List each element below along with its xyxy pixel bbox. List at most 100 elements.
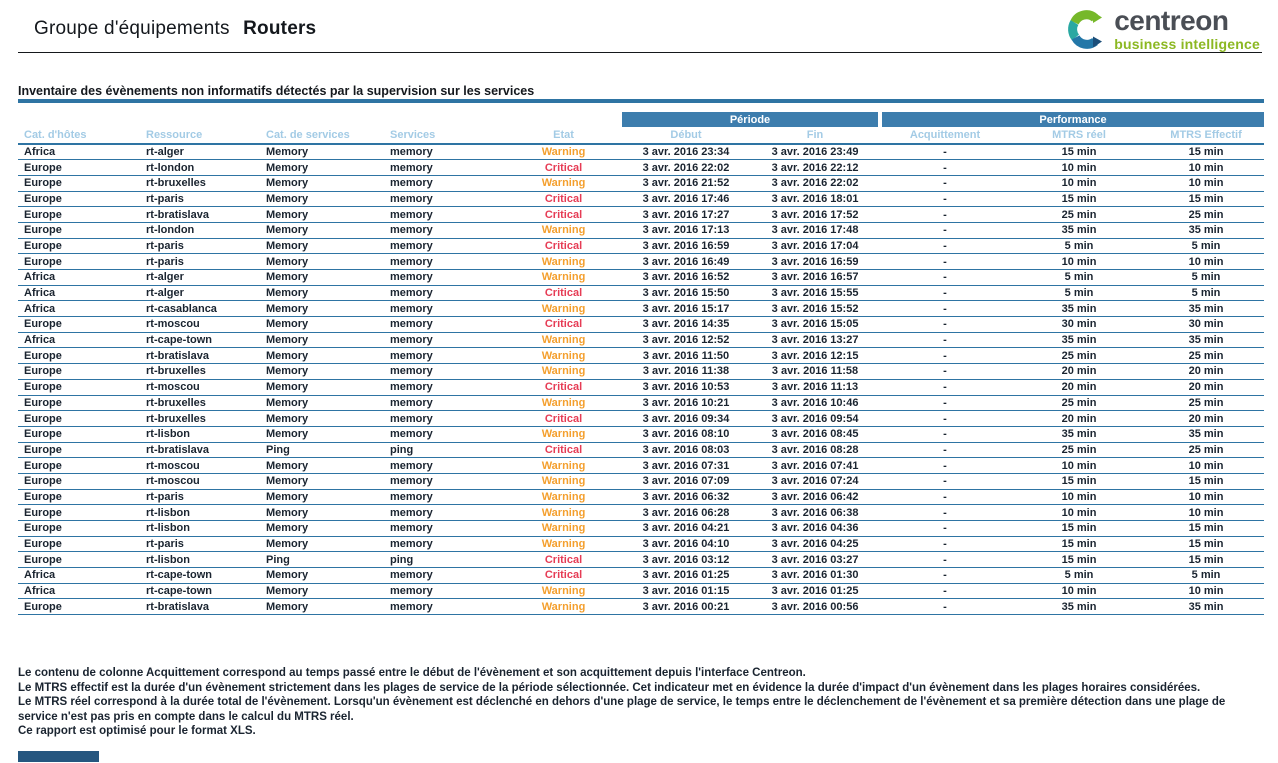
- table-row: Europe rt-bratislava Memory memory Warning 3 …: [18, 598, 1265, 616]
- cell-service: memory: [384, 473, 505, 490]
- cell-end: 3 avr. 2016 17:52: [750, 206, 881, 223]
- cell-start: 3 avr. 2016 04:10: [622, 536, 750, 553]
- cell-end: 3 avr. 2016 22:12: [750, 159, 881, 176]
- table-row: Europe rt-bruxelles Memory memory Warning 3 a…: [18, 175, 1265, 192]
- cell-resource: rt-bratislava: [140, 347, 260, 365]
- cell-service-category: Memory: [260, 395, 384, 412]
- cell-mtrs-real: 10 min: [1010, 489, 1149, 506]
- cell-mtrs-real: 15 min: [1010, 144, 1149, 161]
- cell-service: ping: [384, 551, 505, 569]
- cell-resource: rt-moscou: [140, 316, 260, 333]
- cell-start: 3 avr. 2016 01:25: [622, 567, 750, 584]
- cell-service-category: Memory: [260, 489, 384, 506]
- cell-mtrs-effective: 35 min: [1148, 222, 1265, 239]
- cell-end: 3 avr. 2016 10:46: [750, 395, 881, 412]
- cell-state: Critical: [505, 442, 622, 459]
- cell-mtrs-effective: 20 min: [1148, 363, 1265, 380]
- cell-service: memory: [384, 285, 505, 302]
- cell-state: Warning: [505, 269, 622, 286]
- cell-host-category: Europe: [18, 504, 140, 521]
- cell-end: 3 avr. 2016 17:48: [750, 222, 881, 239]
- cell-host-category: Europe: [18, 473, 140, 490]
- table-row: Europe rt-bruxelles Memory memory Critical 3 …: [18, 410, 1265, 427]
- cell-state: Warning: [505, 332, 622, 349]
- table-row: Europe rt-bruxelles Memory memory Warning 3 a…: [18, 395, 1265, 412]
- cell-resource: rt-cape-town: [140, 567, 260, 584]
- cell-acknowledgement: -: [880, 144, 1011, 161]
- cell-service-category: Memory: [260, 144, 384, 161]
- cell-state: Critical: [505, 379, 622, 396]
- cell-mtrs-effective: 15 min: [1148, 191, 1265, 208]
- centreon-logo: centreon business intelligence: [1065, 7, 1260, 52]
- events-table: Période Performance Cat. d'hôtes Ressourc…: [18, 112, 1265, 616]
- cell-mtrs-effective: 25 min: [1148, 442, 1265, 459]
- cell-start: 3 avr. 2016 10:53: [622, 379, 750, 396]
- cell-start: 3 avr. 2016 12:52: [622, 332, 750, 349]
- cell-acknowledgement: -: [880, 551, 1011, 569]
- cell-host-category: Europe: [18, 551, 140, 569]
- cell-mtrs-real: 5 min: [1010, 238, 1149, 255]
- cell-service: memory: [384, 347, 505, 365]
- table-row: Europe rt-bratislava Ping ping Critical 3 avr…: [18, 442, 1265, 459]
- cell-resource: rt-bruxelles: [140, 410, 260, 427]
- cell-mtrs-real: 35 min: [1010, 332, 1149, 349]
- cell-start: 3 avr. 2016 23:34: [622, 144, 750, 161]
- cell-service-category: Memory: [260, 206, 384, 223]
- cell-mtrs-effective: 15 min: [1148, 144, 1265, 161]
- cell-end: 3 avr. 2016 08:45: [750, 426, 881, 443]
- table-row: Africa rt-cape-town Memory memory Warning 3 a…: [18, 583, 1265, 600]
- column-header-mtrs-effective: MTRS Effectif: [1148, 127, 1265, 145]
- cell-host-category: Europe: [18, 347, 140, 365]
- cell-resource: rt-lisbon: [140, 520, 260, 537]
- cell-service: memory: [384, 175, 505, 192]
- cell-acknowledgement: -: [880, 520, 1011, 537]
- cell-start: 3 avr. 2016 00:21: [622, 598, 750, 616]
- table-row: Africa rt-alger Memory memory Warning 3 avr. …: [18, 269, 1265, 286]
- cell-acknowledgement: -: [880, 598, 1011, 616]
- cell-resource: rt-lisbon: [140, 426, 260, 443]
- cell-start: 3 avr. 2016 09:34: [622, 410, 750, 427]
- cell-host-category: Europe: [18, 253, 140, 270]
- cell-service-category: Memory: [260, 300, 384, 318]
- cell-mtrs-real: 20 min: [1010, 410, 1149, 427]
- cell-end: 3 avr. 2016 13:27: [750, 332, 881, 349]
- cell-service: memory: [384, 598, 505, 616]
- cell-end: 3 avr. 2016 23:49: [750, 144, 881, 161]
- cell-acknowledgement: -: [880, 473, 1011, 490]
- cell-mtrs-real: 10 min: [1010, 583, 1149, 600]
- cell-host-category: Europe: [18, 489, 140, 506]
- page-title-group-label: Groupe d'équipements: [34, 18, 230, 39]
- cell-service-category: Memory: [260, 473, 384, 490]
- cell-mtrs-effective: 10 min: [1148, 504, 1265, 521]
- column-header-mtrs-real: MTRS réel: [1010, 127, 1149, 145]
- cell-start: 3 avr. 2016 17:46: [622, 191, 750, 208]
- cell-host-category: Africa: [18, 332, 140, 349]
- cell-mtrs-real: 20 min: [1010, 379, 1149, 396]
- cell-end: 3 avr. 2016 16:57: [750, 269, 881, 286]
- cell-start: 3 avr. 2016 17:13: [622, 222, 750, 239]
- cell-service: memory: [384, 222, 505, 239]
- cell-end: 3 avr. 2016 04:25: [750, 536, 881, 553]
- section-title-underline: [18, 99, 1264, 103]
- cell-mtrs-real: 5 min: [1010, 269, 1149, 286]
- cell-acknowledgement: -: [880, 457, 1011, 474]
- cell-start: 3 avr. 2016 03:12: [622, 551, 750, 569]
- cell-mtrs-real: 15 min: [1010, 191, 1149, 208]
- cell-mtrs-effective: 15 min: [1148, 536, 1265, 553]
- cell-service-category: Memory: [260, 347, 384, 365]
- cell-host-category: Africa: [18, 269, 140, 286]
- cell-service: memory: [384, 300, 505, 318]
- cell-acknowledgement: -: [880, 206, 1011, 223]
- cell-host-category: Africa: [18, 300, 140, 318]
- cell-mtrs-effective: 5 min: [1148, 567, 1265, 584]
- cell-resource: rt-moscou: [140, 473, 260, 490]
- cell-service: memory: [384, 583, 505, 600]
- cell-resource: rt-bruxelles: [140, 175, 260, 192]
- cell-end: 3 avr. 2016 17:04: [750, 238, 881, 255]
- table-row: Europe rt-bratislava Memory memory Critical 3…: [18, 206, 1265, 223]
- table-row: Europe rt-lisbon Memory memory Warning 3 avr.…: [18, 426, 1265, 443]
- cell-acknowledgement: -: [880, 300, 1011, 318]
- cell-mtrs-real: 10 min: [1010, 253, 1149, 270]
- cell-mtrs-real: 35 min: [1010, 426, 1149, 443]
